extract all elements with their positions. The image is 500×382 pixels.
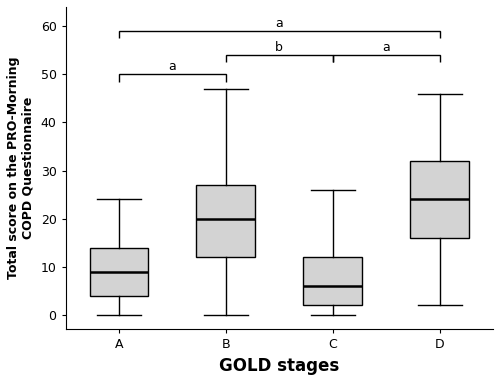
Bar [90,248,148,296]
Y-axis label: Total score on the PRO-Morning
COPD Questionnaire: Total score on the PRO-Morning COPD Ques… [7,57,35,280]
Bar [410,161,469,238]
Bar [196,185,255,257]
Text: a: a [276,16,283,29]
Bar [304,257,362,305]
Text: b: b [276,40,283,53]
Text: a: a [382,40,390,53]
Text: a: a [168,60,176,73]
X-axis label: GOLD stages: GOLD stages [219,357,340,375]
